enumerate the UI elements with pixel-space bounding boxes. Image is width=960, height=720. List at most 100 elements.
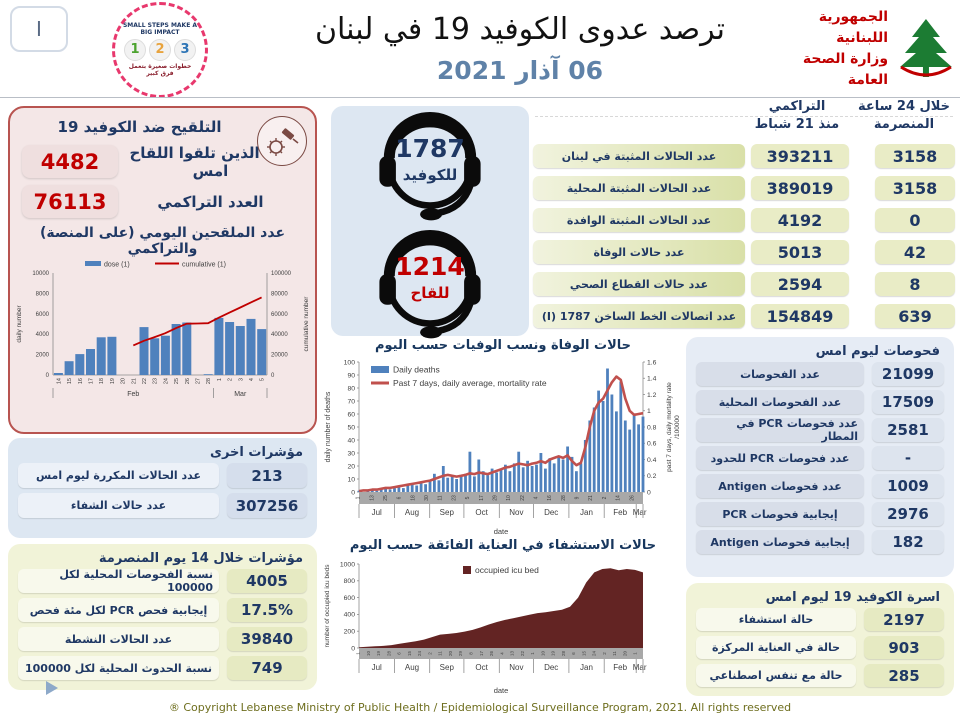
row-label: إيجابية فحص PCR لكل مئة فحص [18,598,219,622]
svg-text:1: 1 [633,652,638,655]
list-item: عدد فحوصات Antigen 1009 [696,474,944,498]
svg-text:Daily deaths: Daily deaths [393,365,440,375]
svg-text:0.4: 0.4 [647,457,657,464]
svg-text:Feb: Feb [613,508,627,517]
svg-text:4000: 4000 [35,332,49,338]
row-label: عدد الحالات المكررة ليوم امس [18,463,219,488]
svg-text:1: 1 [356,652,361,655]
svg-text:17: 17 [479,651,484,657]
svg-text:Oct: Oct [475,508,488,517]
row-value: 39840 [227,627,307,651]
svg-text:daily number: daily number [16,305,23,343]
table-row: عدد الحالات المثبتة المحلية 389019 3158 [533,176,955,200]
svg-text:2: 2 [602,652,607,655]
column-header-cumulative: التراكمي منذ 21 شباط [754,99,840,132]
svg-text:Aug: Aug [405,508,419,517]
row-value: 285 [864,664,944,687]
svg-text:28: 28 [561,495,567,501]
pause-button[interactable]: I [10,6,68,52]
svg-text:Sep: Sep [440,508,455,517]
svg-text:Dec: Dec [544,663,558,672]
svg-text:Past 7 days, daily average, mo: Past 7 days, daily average, mortality ra… [393,378,547,388]
row-label: عدد الحالات المثبتة في لبنان [533,144,745,168]
table-row: عدد الحالات المثبتة الوافدة 4192 0 [533,208,955,232]
svg-text:0.8: 0.8 [647,424,657,431]
list-item: إيجابية فحوصات Antigen 182 [696,530,944,554]
row-cumulative: 154849 [751,304,849,328]
row-label: عدد حالات القطاع الصحي [533,272,745,296]
svg-text:11: 11 [612,651,617,656]
svg-text:90: 90 [347,372,355,379]
svg-text:date: date [494,527,509,536]
row-value: 213 [227,463,307,488]
row-label: إيجابية فحوصات Antigen [696,530,864,554]
row-last24h: 3158 [875,176,955,200]
svg-text:0: 0 [351,645,355,652]
svg-text:16: 16 [77,378,83,384]
svg-text:Feb: Feb [127,391,139,398]
svg-text:21: 21 [588,495,594,501]
vaccinated-yesterday-row: 4482 عدد الذين تلقوا اللقاح امس [22,143,303,180]
list-item: حالة في العناية المركزة 903 [696,636,944,659]
svg-text:19: 19 [376,651,381,657]
row-label: حالة استشفاء [696,608,856,631]
svg-text:10: 10 [366,651,371,657]
svg-text:20: 20 [347,463,355,470]
svg-text:14: 14 [56,378,62,384]
row-value: 307256 [227,493,307,518]
svg-text:10: 10 [506,495,512,501]
svg-text:100000: 100000 [271,271,292,277]
svg-text:600: 600 [344,595,356,602]
row-label: عدد اتصالات الخط الساخن 1787 (I) [533,304,745,328]
row-label: إيجابية فحوصات PCR [696,502,864,526]
row-label: عدد الحالات النشطة [18,627,219,651]
svg-text:10: 10 [540,651,545,657]
vaccine-hotline-label: للقاح [410,284,450,302]
svg-text:60000: 60000 [271,312,288,318]
svg-text:400: 400 [344,612,356,619]
row-last24h: 0 [875,208,955,232]
svg-text:200: 200 [344,629,356,636]
svg-text:8000: 8000 [35,291,49,297]
svg-text:22: 22 [141,378,147,384]
vaccinated-yesterday-label: عدد الذين تلقوا اللقاح امس [129,143,292,180]
svg-text:28: 28 [206,378,212,384]
row-label: عدد فحوصات PCR في المطار [696,417,864,443]
row-cumulative: 393211 [751,144,849,168]
deaths-chart-block: حالات الوفاة ونسب الوفيات حسب اليوم 0 10 2… [323,338,683,538]
list-item: حالة استشفاء 2197 [696,608,944,631]
svg-text:2: 2 [427,652,432,655]
list-item: عدد الفحوصات المحلية 17509 [696,390,944,414]
svg-text:5: 5 [465,496,471,499]
moph-logo-text: الجمهورية اللبنانية وزارة الصحة العامة [762,7,888,91]
virus-syringe-icon [257,116,307,166]
row-value: 2976 [872,502,944,526]
svg-text:29: 29 [492,495,498,501]
moph-line2: وزارة الصحة العامة [802,51,889,88]
row-last24h: 8 [875,272,955,296]
svg-text:Jan: Jan [580,663,593,672]
svg-text:10: 10 [347,476,355,483]
covid-beds-title: اسرة الكوفيد 19 ليوم امس [765,590,940,605]
svg-text:15: 15 [581,651,586,657]
svg-text:14: 14 [616,495,622,501]
svg-text:0: 0 [271,373,275,379]
row-label: عدد الفحوصات المحلية [696,390,864,414]
svg-text:18: 18 [410,495,416,501]
tests-yesterday-title: فحوصات ليوم امس [815,344,940,359]
cedar-icon [900,19,953,77]
svg-text:Mar: Mar [633,663,647,672]
svg-text:29: 29 [458,651,463,657]
row-label: حالة في العناية المركزة [696,636,856,659]
row-value: 749 [227,656,307,680]
svg-text:number of occupied icu beds: number of occupied icu beds [324,564,331,648]
svg-text:4: 4 [534,496,540,499]
svg-text:19: 19 [109,378,115,384]
report-date: 06 آذار 2021 [436,56,604,85]
list-item: عدد الحالات النشطة 39840 [18,627,307,651]
vaccine-hotline-number: 1214 [395,252,465,281]
svg-text:40000: 40000 [271,332,288,338]
svg-text:2: 2 [602,496,608,499]
small-steps-campaign-logo: SMALL STEPS MAKE A BIG IMPACT 1 2 3 خطوا… [112,2,208,98]
svg-text:occupied icu bed: occupied icu bed [475,565,539,575]
